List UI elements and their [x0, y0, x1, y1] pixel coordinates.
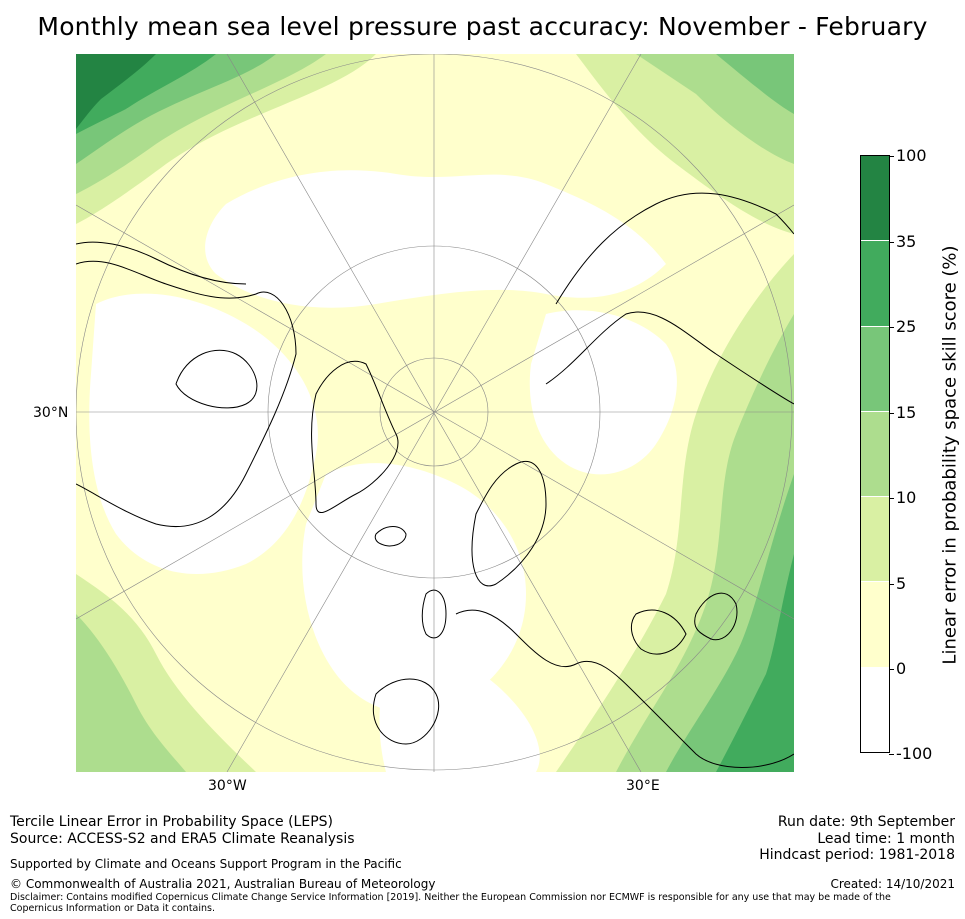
coast-russia-arctic — [545, 311, 794, 405]
region-top-right-25 — [716, 54, 794, 114]
footer-supported: Supported by Climate and Oceans Support … — [10, 857, 402, 871]
colorbar-tick-100: 100 — [889, 146, 927, 165]
colorbar-tick-25: 25 — [888, 317, 917, 336]
lat-label-30n: 30°N — [33, 405, 69, 421]
meridian-120 — [76, 204, 794, 620]
colorbar-segment-5-10 — [861, 497, 889, 583]
colorbar-segment-neg100-0 — [861, 667, 889, 752]
footer-method: Tercile Linear Error in Probability Spac… — [10, 814, 333, 830]
run-date: Run date: 9th September — [777, 814, 955, 830]
coast-siberia — [555, 192, 794, 305]
footer-disclaimer: Disclaimer: Contains modified Copernicus… — [10, 892, 891, 914]
colorbar-segment-10-15 — [861, 411, 889, 498]
colorbar-segment-0-5 — [861, 582, 889, 668]
meridian-150 — [226, 54, 642, 772]
lead-time: Lead time: 1 month — [817, 831, 955, 847]
coast-iceland — [374, 526, 407, 547]
footer-source: Source: ACCESS-S2 and ERA5 Climate Reana… — [10, 831, 355, 847]
lon-label-30w: 30°W — [208, 778, 247, 794]
colorbar-segment-25-35 — [861, 241, 889, 327]
region-left-15 — [76, 614, 186, 772]
region-white-west — [89, 293, 318, 574]
coast-uk — [421, 589, 447, 639]
colorbar-segment-35-100 — [861, 156, 889, 242]
region-white-med — [379, 651, 540, 772]
created-date: Created: 14/10/2021 — [830, 877, 955, 891]
page-title: Monthly mean sea level pressure past acc… — [37, 12, 928, 41]
hindcast-period: Hindcast period: 1981-2018 — [759, 847, 955, 863]
coast-greenland — [311, 360, 399, 514]
lon-label-30e: 30°E — [626, 778, 660, 794]
region-right-35 — [716, 554, 794, 772]
region-white-east — [529, 310, 677, 475]
colorbar-tick-neg100: -100 — [888, 744, 933, 763]
colorbar-tick-10: 10 — [888, 488, 917, 507]
region-white-center — [302, 463, 526, 714]
coast-caspian — [694, 592, 738, 641]
footer-copyright: © Commonwealth of Australia 2021, Austra… — [10, 877, 436, 891]
colorbar-segment-15-25 — [861, 326, 889, 412]
colorbar-label: Linear error in probability space skill … — [939, 245, 961, 665]
polar-skill-map — [76, 54, 794, 772]
coast-alaska — [76, 241, 247, 285]
coast-europe — [455, 609, 794, 768]
colorbar-tick-0: 0 — [888, 659, 907, 678]
coast-scandinavia — [471, 461, 547, 587]
region-top-left-100 — [76, 54, 156, 129]
colorbar-tick-15: 15 — [888, 403, 917, 422]
colorbar — [860, 155, 890, 753]
colorbar-tick-35: 35 — [888, 232, 917, 251]
coast-canada — [76, 260, 297, 528]
coast-hudson — [175, 349, 258, 409]
coast-iberia — [372, 678, 440, 745]
region-white-north — [205, 170, 666, 308]
colorbar-tick-5: 5 — [888, 574, 907, 593]
coast-black-sea — [630, 609, 687, 655]
